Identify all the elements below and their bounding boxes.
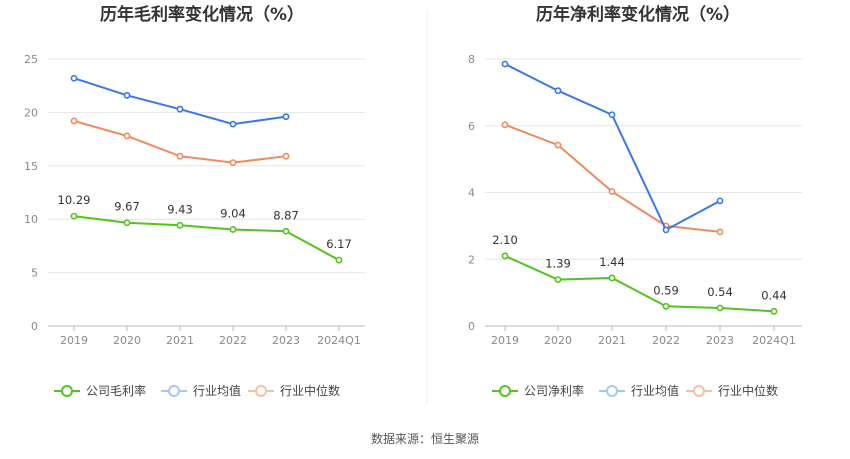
legend-label: 行业均值 <box>193 383 241 398</box>
series-point-3 <box>608 188 616 195</box>
y-tick-label: 5 <box>31 267 38 280</box>
y-tick-label: 4 <box>468 187 475 200</box>
data-label: 9.04 <box>220 206 246 220</box>
legend-item-1: 公司净利率 <box>492 383 584 398</box>
series-line-2 <box>504 63 721 232</box>
series-point-1 <box>229 226 237 233</box>
series-point-3 <box>554 141 562 149</box>
y-tick-label: 10 <box>24 213 38 226</box>
series-point-1 <box>176 221 184 229</box>
chart-title: 历年毛利率变化情况（%） <box>100 4 304 25</box>
data-label: 10.29 <box>58 193 91 207</box>
series-line-2 <box>73 77 287 126</box>
series-point-1 <box>770 307 778 315</box>
series-line-1 <box>504 255 775 313</box>
series-point-1 <box>123 219 131 227</box>
y-tick-label: 15 <box>24 160 38 173</box>
series-point-2 <box>662 226 670 234</box>
series-point-3 <box>282 152 290 160</box>
series-point-3 <box>716 228 724 236</box>
source-note: 数据来源：恒生聚源 <box>371 431 479 446</box>
legend-swatch-marker <box>693 385 705 397</box>
legend-swatch-marker <box>606 385 618 397</box>
y-tick-label: 6 <box>468 120 475 133</box>
x-tick-label: 2020 <box>113 334 141 347</box>
x-tick-label: 2024Q1 <box>752 334 796 347</box>
series-point-2 <box>70 74 78 82</box>
legend-label: 行业中位数 <box>280 383 340 398</box>
x-tick-label: 2023 <box>706 334 734 347</box>
chart-panel-1: 历年毛利率变化情况（%） 0 5 10 15 20 25 2019 2020 2021 2022 20… <box>24 4 365 398</box>
y-tick-label: 8 <box>468 53 475 66</box>
y-tick-label: 20 <box>24 106 38 119</box>
x-tick-label: 2020 <box>544 334 572 347</box>
series-line-1 <box>73 215 340 261</box>
legend-swatch-marker <box>61 385 73 397</box>
data-label: 9.43 <box>167 202 193 216</box>
series-point-2 <box>123 91 131 99</box>
series-point-1 <box>554 276 562 284</box>
series-point-2 <box>176 105 184 113</box>
legend-item-3: 行业中位数 <box>686 383 778 398</box>
x-tick-label: 2022 <box>219 334 247 347</box>
data-label: 8.87 <box>273 208 299 222</box>
series-point-1 <box>335 256 343 264</box>
series-point-2 <box>501 60 509 68</box>
series-point-1 <box>501 252 509 260</box>
data-label: 2.10 <box>492 233 518 247</box>
legend-label: 行业中位数 <box>718 383 778 398</box>
x-tick-label: 2024Q1 <box>317 334 361 347</box>
data-label: 1.44 <box>599 255 625 269</box>
series-point-2 <box>554 87 562 95</box>
x-tick-label: 2023 <box>272 334 300 347</box>
series-point-3 <box>229 159 237 166</box>
series-point-3 <box>123 132 131 140</box>
legend-swatch-marker <box>168 385 180 397</box>
series-point-1 <box>608 274 616 282</box>
legend-label: 公司毛利率 <box>86 383 146 398</box>
y-tick-label: 0 <box>31 320 38 333</box>
data-label: 9.67 <box>114 200 140 214</box>
x-tick-label: 2021 <box>598 334 626 347</box>
series-point-1 <box>282 227 290 235</box>
series-point-1 <box>662 302 670 310</box>
y-tick-label: 2 <box>468 253 475 266</box>
series-point-2 <box>282 113 290 121</box>
legend-swatch-marker <box>499 385 511 397</box>
legend-item-3: 行业中位数 <box>248 383 340 398</box>
data-label: 6.17 <box>326 237 352 251</box>
data-label: 0.54 <box>707 285 733 299</box>
legend-item-2: 行业均值 <box>161 383 241 398</box>
y-tick-label: 0 <box>468 320 475 333</box>
legend-swatch-marker <box>255 385 267 397</box>
series-point-3 <box>70 117 78 125</box>
data-label: 0.59 <box>653 283 679 297</box>
legend-item-2: 行业均值 <box>599 383 679 398</box>
data-label: 1.39 <box>545 257 571 271</box>
series-point-1 <box>716 304 724 312</box>
chart-title: 历年净利率变化情况（%） <box>536 4 740 25</box>
y-tick-label: 25 <box>24 53 38 66</box>
series-point-3 <box>176 152 184 160</box>
x-tick-label: 2019 <box>60 334 88 347</box>
legend-item-1: 公司毛利率 <box>54 383 146 398</box>
series-point-3 <box>501 121 509 129</box>
x-tick-label: 2021 <box>166 334 194 347</box>
series-point-1 <box>70 212 78 220</box>
series-line-3 <box>504 123 721 233</box>
x-tick-label: 2022 <box>652 334 680 347</box>
series-point-2 <box>608 111 616 119</box>
chart-panel-2: 历年净利率变化情况（%） 0 2 4 6 8 2019 2020 2021 2022 2023 202… <box>468 4 802 398</box>
data-label: 0.44 <box>761 288 787 302</box>
legend-label: 公司净利率 <box>524 383 584 398</box>
series-point-2 <box>229 120 237 128</box>
x-tick-label: 2019 <box>491 334 519 347</box>
legend-label: 行业均值 <box>631 383 679 398</box>
series-point-2 <box>716 197 724 205</box>
